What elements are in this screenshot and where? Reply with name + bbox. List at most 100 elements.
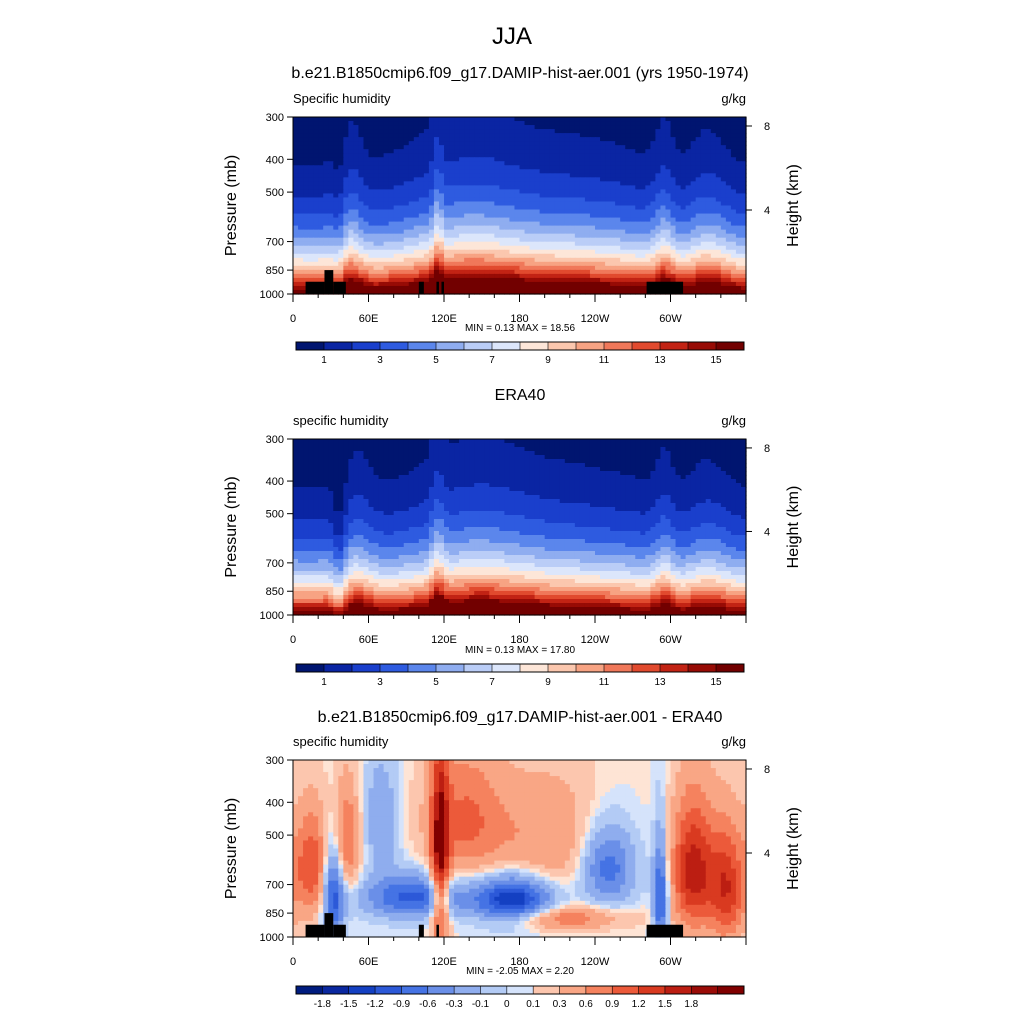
field-cell (645, 463, 651, 468)
field-cell (479, 205, 485, 211)
field-cell (433, 121, 440, 126)
field-cell (710, 213, 717, 219)
field-cell (675, 225, 682, 231)
field-cell (740, 165, 747, 170)
y2-tick-label: 4 (764, 205, 770, 217)
field-cell (665, 181, 672, 186)
field-cell (509, 165, 516, 170)
field-cell (524, 173, 531, 178)
field-cell (735, 217, 742, 223)
field-cell (323, 173, 329, 178)
field-cell (438, 455, 445, 460)
field-cell (715, 443, 722, 448)
field-cell (303, 269, 309, 275)
field-cell (645, 253, 651, 259)
field-cell (338, 165, 344, 170)
field-cell (605, 229, 611, 235)
field-cell (645, 221, 651, 227)
field-cell (388, 137, 395, 142)
field-cell (569, 277, 576, 283)
field-cell (544, 265, 551, 271)
field-cell (675, 129, 682, 134)
field-cell (423, 439, 430, 444)
field-cell (630, 129, 636, 134)
field-cell (509, 213, 516, 219)
field-cell (615, 117, 621, 122)
field-cell (610, 455, 616, 460)
field-cell (695, 137, 702, 142)
field-cell (685, 463, 692, 468)
field-cell (529, 451, 536, 456)
field-cell (378, 157, 385, 162)
field-cell (388, 261, 395, 267)
field-cell (524, 237, 531, 243)
field-cell (615, 257, 621, 263)
field-cell (509, 205, 516, 211)
field-cell (363, 169, 370, 174)
field-cell (690, 137, 697, 142)
field-cell (428, 257, 435, 263)
field-cell (715, 245, 722, 251)
field-cell (469, 225, 475, 231)
field-cell (454, 125, 460, 130)
field-cell (388, 443, 395, 448)
field-cell (323, 475, 329, 480)
field-cell (685, 471, 692, 476)
panel-model: b.e21.B1850cmip6.f09_g17.DAMIP-hist-aer.… (223, 65, 802, 366)
field-cell (740, 269, 747, 275)
field-cell (479, 245, 485, 251)
field-cell (519, 451, 526, 456)
field-cell (509, 221, 516, 227)
field-cell (459, 173, 465, 178)
field-cell (403, 241, 410, 247)
field-cell (459, 439, 465, 444)
field-cell (665, 455, 672, 460)
field-cell (308, 277, 314, 283)
field-cell (655, 181, 662, 186)
field-cell (489, 181, 495, 186)
field-cell (358, 181, 365, 186)
field-cell (298, 125, 304, 130)
field-cell (408, 189, 415, 195)
field-cell (655, 189, 662, 195)
field-cell (615, 217, 621, 223)
field-cell (333, 177, 339, 182)
field-cell (640, 245, 646, 251)
field-cell (655, 165, 662, 170)
field-cell (388, 177, 395, 182)
field-cell (444, 285, 450, 291)
field-cell (308, 165, 314, 170)
field-cell (740, 475, 747, 480)
field-cell (595, 237, 601, 243)
field-cell (353, 137, 360, 142)
field-cell (373, 237, 380, 243)
field-cell (665, 169, 672, 174)
field-cell (544, 447, 551, 452)
field-cell (554, 129, 561, 134)
field-cell (549, 277, 556, 283)
field-cell (348, 169, 354, 174)
field-cell (494, 189, 500, 195)
field-cell (428, 165, 435, 170)
field-cell (479, 217, 485, 223)
field-cell (675, 467, 682, 472)
field-cell (549, 443, 556, 448)
field-cell (720, 161, 727, 166)
field-cell (423, 451, 430, 456)
field-cell (695, 471, 702, 476)
field-cell (720, 241, 727, 247)
field-cell (534, 209, 541, 215)
field-cell (579, 475, 586, 480)
field-cell (564, 165, 571, 170)
colorbar-box (380, 342, 409, 350)
field-cell (303, 479, 309, 484)
field-cell (323, 133, 329, 138)
field-cell (665, 149, 672, 154)
field-cell (368, 221, 375, 227)
field-cell (685, 221, 692, 227)
field-cell (605, 237, 611, 243)
field-cell (373, 161, 380, 166)
field-cell (665, 439, 672, 444)
field-cell (640, 459, 646, 464)
field-cell (650, 459, 656, 464)
